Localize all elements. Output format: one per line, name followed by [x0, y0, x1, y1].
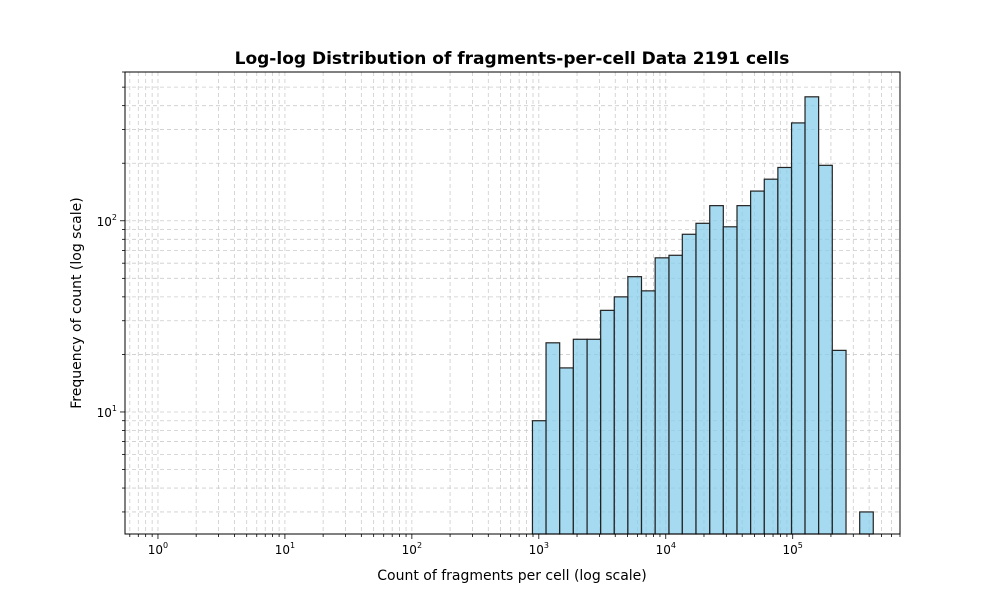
x-tick-label-base: 10: [402, 543, 417, 557]
histogram-bar: [640, 290, 656, 535]
chart-title: Log-log Distribution of fragments-per-ce…: [235, 49, 790, 69]
histogram-bar: [654, 257, 670, 535]
histogram-bar: [736, 205, 752, 535]
plot-frame: [124, 71, 901, 535]
histogram-bar: [859, 511, 874, 535]
histogram-bar: [559, 367, 574, 535]
y-tick-label: 102: [97, 213, 117, 229]
x-tick-label-exponent: 3: [544, 541, 549, 550]
x-tick-label-exponent: 2: [417, 541, 422, 550]
histogram-bar: [572, 338, 588, 535]
x-tick-label-base: 10: [783, 543, 798, 557]
histogram-bar: [763, 178, 779, 535]
histogram-bar: [750, 190, 765, 535]
histogram-bar: [681, 233, 697, 535]
x-tick-label: 100: [148, 541, 168, 557]
histogram-bar: [831, 349, 847, 535]
histogram-bar: [668, 254, 683, 535]
x-tick-label-exponent: 0: [163, 541, 168, 550]
x-tick-label-base: 10: [275, 543, 290, 557]
histogram-bar: [600, 309, 615, 535]
histogram-bar: [627, 276, 643, 535]
histogram-bar: [531, 420, 547, 535]
histogram-bar: [709, 205, 724, 535]
x-tick-label-exponent: 1: [290, 541, 295, 550]
x-tick-label: 103: [529, 541, 549, 557]
histogram-bar: [804, 96, 820, 535]
histogram-bar: [790, 122, 806, 535]
y-axis-label: Frequency of count (log scale): [69, 197, 85, 408]
histogram-bar: [695, 222, 711, 535]
histogram-bar: [586, 338, 602, 535]
histogram-bar: [818, 164, 833, 535]
y-tick-label-base: 10: [97, 215, 112, 229]
x-tick-label-exponent: 5: [798, 541, 803, 550]
y-tick-label-exponent: 2: [112, 213, 117, 222]
y-tick-label: 101: [97, 404, 117, 420]
x-tick-label: 104: [656, 541, 676, 557]
y-tick-label-exponent: 1: [112, 404, 117, 413]
histogram-bar: [777, 166, 793, 535]
x-tick-label-base: 10: [148, 543, 163, 557]
x-axis-label: Count of fragments per cell (log scale): [377, 568, 647, 584]
histogram-bar: [545, 342, 561, 535]
x-tick-label-base: 10: [529, 543, 544, 557]
x-tick-label: 101: [275, 541, 295, 557]
histogram-bar: [722, 226, 738, 535]
histogram-bar: [613, 296, 629, 535]
y-tick-label-base: 10: [97, 406, 112, 420]
x-tick-label: 102: [402, 541, 422, 557]
x-tick-label-base: 10: [656, 543, 671, 557]
x-tick-label-exponent: 4: [671, 541, 676, 550]
x-tick-label: 105: [783, 541, 803, 557]
